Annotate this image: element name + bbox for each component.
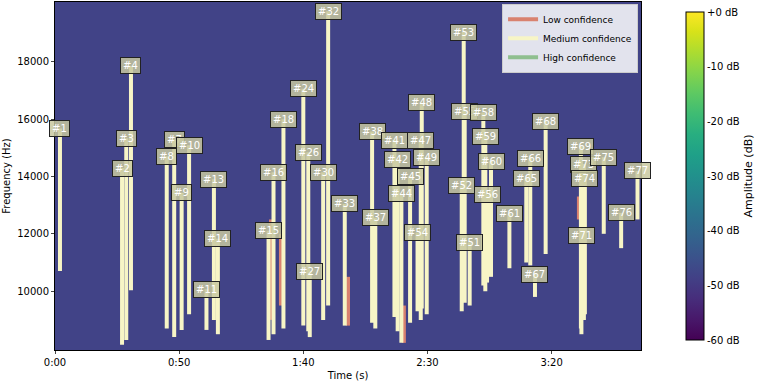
svg-text:#30: #30: [313, 167, 334, 178]
svg-text:#3: #3: [119, 133, 134, 144]
svg-text:#32: #32: [318, 6, 339, 17]
svg-text:12000: 12000: [17, 228, 49, 239]
svg-text:0:50: 0:50: [168, 357, 190, 368]
svg-text:#58: #58: [473, 107, 494, 118]
svg-text:#24: #24: [293, 83, 314, 94]
svg-text:1:40: 1:40: [292, 357, 314, 368]
svg-text:#26: #26: [298, 147, 319, 158]
svg-text:#68: #68: [535, 116, 556, 127]
svg-text:-40 dB: -40 dB: [707, 225, 740, 236]
svg-text:-20 dB: -20 dB: [707, 116, 740, 127]
svg-text:#65: #65: [516, 173, 537, 184]
svg-text:#16: #16: [263, 167, 284, 178]
svg-text:#76: #76: [611, 207, 632, 218]
svg-text:#9: #9: [174, 187, 189, 198]
svg-text:#45: #45: [400, 171, 421, 182]
svg-text:#59: #59: [475, 131, 496, 142]
svg-text:#41: #41: [384, 135, 405, 146]
svg-text:#47: #47: [410, 135, 431, 146]
svg-text:10000: 10000: [17, 286, 49, 297]
svg-text:#77: #77: [627, 165, 648, 176]
svg-text:#7: #7: [167, 134, 182, 145]
svg-text:#52: #52: [451, 180, 472, 191]
svg-text:#27: #27: [299, 266, 320, 277]
svg-text:+0 dB: +0 dB: [707, 7, 738, 18]
svg-text:#1: #1: [52, 123, 67, 134]
svg-text:#11: #11: [196, 284, 217, 295]
svg-text:#13: #13: [203, 174, 224, 185]
svg-text:#74: #74: [574, 173, 595, 184]
svg-text:#18: #18: [273, 114, 294, 125]
svg-text:Time (s): Time (s): [327, 370, 369, 381]
svg-text:#48: #48: [411, 97, 432, 108]
svg-text:#33: #33: [334, 198, 355, 209]
svg-text:Frequency (Hz): Frequency (Hz): [1, 138, 12, 214]
svg-text:#73: #73: [573, 159, 594, 170]
svg-text:-30 dB: -30 dB: [707, 171, 740, 182]
svg-text:0:00: 0:00: [44, 357, 66, 368]
svg-text:#71: #71: [571, 230, 592, 241]
svg-text:#61: #61: [499, 208, 520, 219]
svg-text:#60: #60: [481, 156, 502, 167]
svg-text:-60 dB: -60 dB: [707, 335, 740, 346]
svg-text:#55: #55: [454, 106, 475, 117]
svg-text:#8: #8: [159, 151, 174, 162]
svg-text:#51: #51: [459, 237, 480, 248]
svg-text:Amplitude (dB): Amplitude (dB): [742, 135, 755, 218]
svg-text:#67: #67: [524, 269, 545, 280]
svg-text:3:20: 3:20: [540, 357, 562, 368]
svg-text:14000: 14000: [17, 171, 49, 182]
svg-text:16000: 16000: [17, 114, 49, 125]
svg-text:#66: #66: [520, 153, 541, 164]
svg-text:#44: #44: [391, 188, 412, 199]
svg-text:#38: #38: [362, 126, 383, 137]
svg-text:#15: #15: [258, 225, 279, 236]
svg-text:#56: #56: [477, 189, 498, 200]
svg-text:#42: #42: [387, 154, 408, 165]
svg-text:-10 dB: -10 dB: [707, 61, 740, 72]
svg-text:#14: #14: [207, 233, 228, 244]
svg-text:#49: #49: [416, 152, 437, 163]
svg-text:#53: #53: [453, 27, 474, 38]
svg-text:Medium confidence: Medium confidence: [543, 34, 632, 44]
svg-text:#69: #69: [570, 141, 591, 152]
svg-text:#4: #4: [123, 60, 138, 71]
svg-text:#37: #37: [365, 212, 386, 223]
svg-text:#10: #10: [179, 140, 200, 151]
svg-text:#2: #2: [115, 163, 130, 174]
svg-text:#75: #75: [593, 152, 614, 163]
svg-text:18000: 18000: [17, 56, 49, 67]
svg-text:-50 dB: -50 dB: [707, 280, 740, 291]
svg-text:2:30: 2:30: [416, 357, 438, 368]
svg-text:Low confidence: Low confidence: [543, 15, 613, 25]
svg-text:#54: #54: [407, 227, 428, 238]
svg-text:High confidence: High confidence: [543, 53, 616, 63]
